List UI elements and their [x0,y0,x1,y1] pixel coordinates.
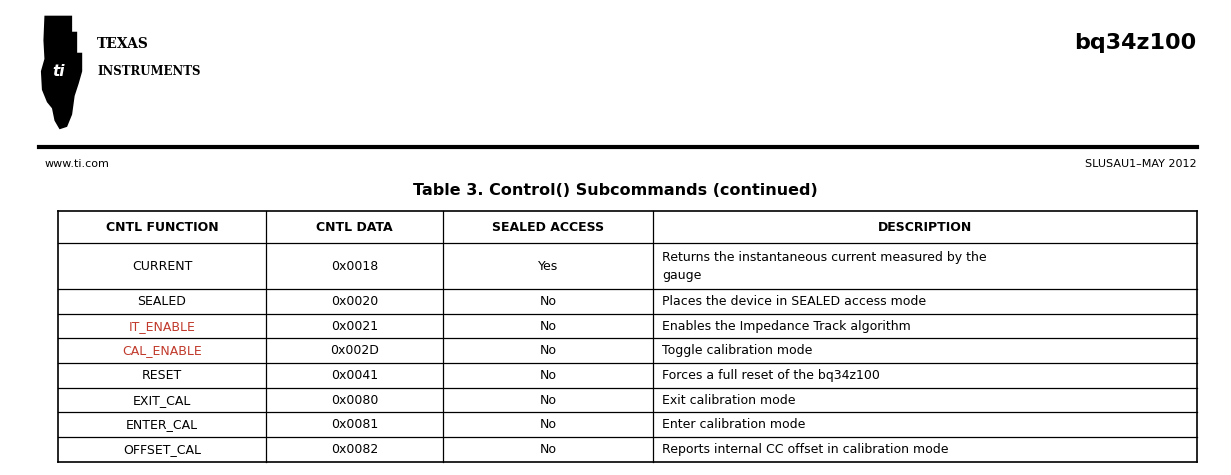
Text: 0x0018: 0x0018 [331,260,378,273]
Text: Places the device in SEALED access mode: Places the device in SEALED access mode [662,295,926,308]
Text: No: No [539,443,556,456]
Text: 0x0021: 0x0021 [331,320,378,332]
Text: www.ti.com: www.ti.com [44,159,110,169]
Text: 0x002D: 0x002D [330,344,379,357]
Text: INSTRUMENTS: INSTRUMENTS [97,65,201,78]
Text: Reports internal CC offset in calibration mode: Reports internal CC offset in calibratio… [662,443,949,456]
Text: DESCRIPTION: DESCRIPTION [878,221,972,234]
Text: Forces a full reset of the bq34z100: Forces a full reset of the bq34z100 [662,369,880,382]
Text: Table 3. Control() Subcommands (continued): Table 3. Control() Subcommands (continue… [414,183,817,198]
Text: 0x0020: 0x0020 [331,295,378,308]
Text: EXIT_CAL: EXIT_CAL [133,394,191,407]
Text: CNTL FUNCTION: CNTL FUNCTION [106,221,218,234]
Text: OFFSET_CAL: OFFSET_CAL [123,443,201,456]
Text: No: No [539,295,556,308]
Text: 0x0081: 0x0081 [331,418,378,431]
Text: SEALED: SEALED [138,295,186,308]
Text: TEXAS: TEXAS [97,37,149,51]
Text: ti: ti [52,64,65,79]
Text: Exit calibration mode: Exit calibration mode [662,394,795,407]
Text: No: No [539,320,556,332]
Text: No: No [539,418,556,431]
Text: No: No [539,344,556,357]
Text: Toggle calibration mode: Toggle calibration mode [662,344,812,357]
Text: CURRENT: CURRENT [132,260,192,273]
Text: No: No [539,394,556,407]
Text: IT_ENABLE: IT_ENABLE [128,320,196,332]
Text: Enter calibration mode: Enter calibration mode [662,418,805,431]
Text: 0x0041: 0x0041 [331,369,378,382]
Text: 0x0082: 0x0082 [331,443,378,456]
Text: bq34z100: bq34z100 [1075,33,1197,53]
Text: Yes: Yes [538,260,558,273]
Text: Returns the instantaneous current measured by the
gauge: Returns the instantaneous current measur… [662,251,986,282]
Polygon shape [41,16,82,129]
Text: RESET: RESET [142,369,182,382]
Text: No: No [539,369,556,382]
Text: SLUSAU1–MAY 2012: SLUSAU1–MAY 2012 [1085,159,1197,169]
Text: CAL_ENABLE: CAL_ENABLE [122,344,202,357]
Text: ENTER_CAL: ENTER_CAL [126,418,198,431]
Text: 0x0080: 0x0080 [331,394,378,407]
Text: SEALED ACCESS: SEALED ACCESS [492,221,604,234]
Text: Enables the Impedance Track algorithm: Enables the Impedance Track algorithm [662,320,911,332]
Text: CNTL DATA: CNTL DATA [316,221,393,234]
